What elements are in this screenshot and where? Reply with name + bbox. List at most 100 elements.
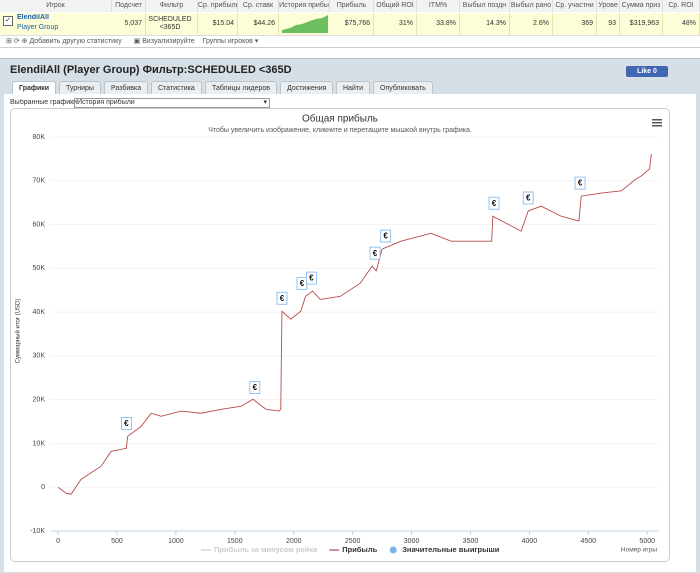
panel-body bbox=[4, 94, 696, 572]
y-tick-label: 60K bbox=[33, 221, 46, 228]
tab[interactable]: Достижения bbox=[280, 81, 334, 95]
marker-symbol: € bbox=[300, 279, 305, 288]
marker-symbol: € bbox=[373, 249, 378, 258]
column-header[interactable]: Подсчет bbox=[112, 0, 146, 12]
legend-label: Прибыль за минусом рейка bbox=[214, 545, 318, 554]
big-win-marker: € bbox=[249, 381, 261, 394]
tab[interactable]: Турниры bbox=[59, 81, 101, 95]
marker-box bbox=[488, 196, 500, 210]
y-tick-label: 40K bbox=[33, 309, 46, 316]
tab[interactable]: Графики bbox=[12, 81, 57, 95]
column-header[interactable]: Прибыль bbox=[330, 0, 374, 12]
marker-symbol: € bbox=[578, 179, 583, 188]
x-tick-label: 3500 bbox=[463, 538, 479, 545]
column-header[interactable]: ITM% bbox=[417, 0, 460, 12]
table-cell: $44.26 bbox=[238, 13, 279, 35]
column-header[interactable]: Игрок bbox=[0, 0, 112, 12]
y-tick-label: 50K bbox=[33, 265, 46, 272]
groups[interactable]: Группы игроков ▾ bbox=[202, 38, 259, 45]
chart-subtitle: Чтобы увеличить изображение, кликните и … bbox=[208, 126, 472, 134]
player-name[interactable]: ElendilAll bbox=[17, 14, 49, 21]
x-tick-label: 500 bbox=[111, 538, 123, 545]
x-tick-label: 4500 bbox=[581, 538, 597, 545]
x-tick-label: 5000 bbox=[639, 538, 655, 545]
tab[interactable]: Разбивка bbox=[104, 81, 149, 95]
y-tick-label: 10K bbox=[33, 440, 46, 447]
tab[interactable]: Статистика bbox=[151, 81, 202, 95]
chart-box: Общая прибыль Чтобы увеличить изображени… bbox=[10, 108, 670, 562]
big-win-marker: € bbox=[369, 246, 381, 260]
table-cell: $319,963 bbox=[620, 13, 663, 35]
big-win-marker: € bbox=[296, 276, 308, 290]
column-header[interactable]: Ср. ROI bbox=[663, 0, 700, 12]
table-cell: 93 bbox=[597, 13, 620, 35]
column-header[interactable]: История прибы bbox=[279, 0, 330, 12]
toolbar: ⊞ ⟳ ⊕ Добавить другую статистику ▣ Визуа… bbox=[0, 36, 700, 48]
big-win-marker: € bbox=[522, 191, 534, 205]
legend-label: Значительные выигрыши bbox=[402, 545, 500, 554]
column-header[interactable]: Сумма приз bbox=[620, 0, 663, 12]
tab[interactable]: Таблицы лидеров bbox=[205, 81, 278, 95]
column-header[interactable]: Ср. участни bbox=[553, 0, 597, 12]
big-win-marker: € bbox=[276, 291, 288, 305]
menu-icon[interactable] bbox=[652, 119, 662, 127]
x-tick-label: 4000 bbox=[522, 538, 538, 545]
x-tick-label: 3000 bbox=[404, 538, 420, 545]
row-checkbox[interactable]: ✓ bbox=[3, 16, 13, 26]
marker-box bbox=[574, 176, 586, 190]
tab[interactable]: Найти bbox=[336, 81, 370, 95]
sparkline bbox=[282, 15, 328, 33]
marker-box bbox=[369, 246, 381, 260]
column-header[interactable]: Выбыл поздн bbox=[460, 0, 510, 12]
legend-symbol bbox=[389, 546, 397, 554]
panel-title: ElendilAll (Player Group) Фильтр:SCHEDUL… bbox=[10, 64, 292, 76]
marker-box bbox=[306, 271, 317, 285]
marker-box bbox=[276, 291, 288, 305]
player-group: Player Group bbox=[17, 24, 59, 31]
marker-symbol: € bbox=[383, 232, 388, 241]
column-header[interactable]: Урове bbox=[597, 0, 620, 12]
big-win-marker: € bbox=[488, 196, 500, 210]
table-cell: 48% bbox=[663, 13, 700, 35]
column-header[interactable]: Фильтр bbox=[146, 0, 198, 12]
x-axis-label: Номер игры bbox=[621, 547, 657, 554]
table-cell: SCHEDULED <365D bbox=[146, 13, 198, 35]
tab[interactable]: Опубликовать bbox=[373, 81, 433, 95]
marker-box bbox=[121, 417, 132, 430]
add-stat[interactable]: Добавить другую статистику bbox=[29, 38, 122, 45]
big-win-marker: € bbox=[306, 271, 317, 285]
y-axis-label: Суммарный итог (USD) bbox=[15, 299, 22, 364]
table-cell: 14.3% bbox=[460, 13, 510, 35]
table-cell: 5,037 bbox=[112, 13, 146, 35]
table-cell: $75,766 bbox=[330, 13, 374, 35]
marker-box bbox=[522, 191, 534, 205]
marker-symbol: € bbox=[280, 294, 285, 303]
table-cell: 2.6% bbox=[510, 13, 553, 35]
table-cell: 33.8% bbox=[417, 13, 460, 35]
big-win-marker: € bbox=[380, 229, 392, 243]
chart-select[interactable]: История прибыли ▾ bbox=[74, 98, 270, 108]
column-header[interactable]: Ср. ставк bbox=[238, 0, 279, 12]
visualize[interactable]: Визуализируйте bbox=[142, 38, 195, 45]
big-win-marker: € bbox=[574, 176, 586, 190]
y-tick-label: 20K bbox=[33, 397, 46, 404]
table-cell: $15.04 bbox=[198, 13, 238, 35]
marker-symbol: € bbox=[492, 199, 497, 208]
table-cell: 369 bbox=[553, 13, 597, 35]
x-tick-label: 2000 bbox=[286, 538, 302, 545]
chart-title: Общая прибыль bbox=[302, 113, 378, 125]
y-tick-label: -10K bbox=[30, 528, 45, 535]
marker-symbol: € bbox=[124, 419, 129, 428]
profit-line bbox=[57, 154, 652, 495]
chart: Общая прибыль Чтобы увеличить изображени… bbox=[15, 113, 662, 554]
table-cell: 31% bbox=[374, 13, 417, 35]
y-tick-label: 30K bbox=[33, 353, 46, 360]
marker-symbol: € bbox=[526, 194, 531, 203]
column-header[interactable]: Общий ROI bbox=[374, 0, 417, 12]
column-header[interactable]: Выбыл рано bbox=[510, 0, 553, 12]
column-header[interactable]: Ср. прибыль bbox=[198, 0, 238, 12]
marker-symbol: € bbox=[253, 383, 258, 392]
x-tick-label: 1500 bbox=[227, 538, 243, 545]
like-button[interactable]: Like 0 bbox=[626, 66, 668, 77]
